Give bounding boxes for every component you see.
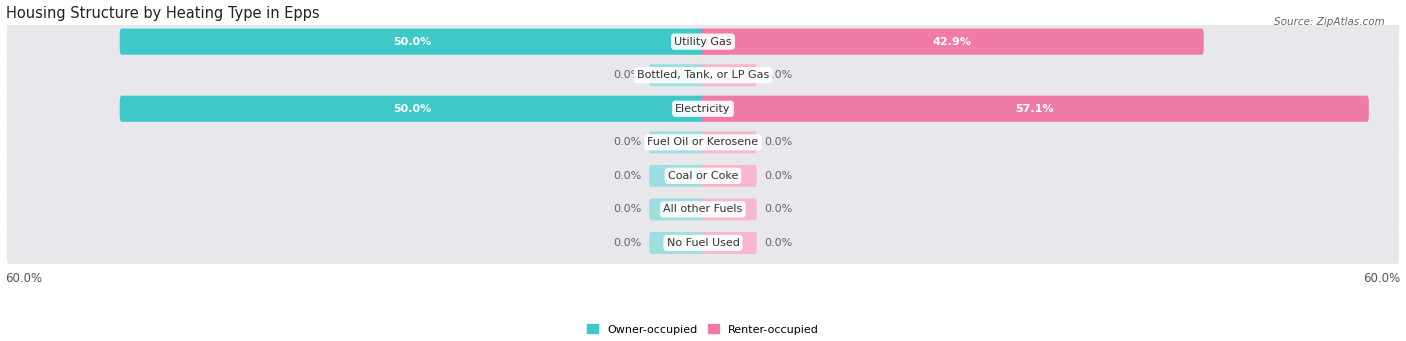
FancyBboxPatch shape	[702, 165, 756, 187]
Text: 0.0%: 0.0%	[613, 238, 641, 248]
Text: 0.0%: 0.0%	[765, 70, 793, 80]
FancyBboxPatch shape	[7, 222, 1399, 264]
Text: 0.0%: 0.0%	[765, 171, 793, 181]
Text: 60.0%: 60.0%	[1364, 272, 1400, 285]
Text: 0.0%: 0.0%	[765, 238, 793, 248]
FancyBboxPatch shape	[7, 20, 1399, 63]
Text: 57.1%: 57.1%	[1015, 104, 1054, 114]
FancyBboxPatch shape	[120, 29, 704, 55]
Text: Housing Structure by Heating Type in Epps: Housing Structure by Heating Type in Epp…	[6, 5, 319, 20]
FancyBboxPatch shape	[650, 232, 704, 254]
Text: Coal or Coke: Coal or Coke	[668, 171, 738, 181]
Text: 0.0%: 0.0%	[613, 70, 641, 80]
FancyBboxPatch shape	[650, 165, 704, 187]
FancyBboxPatch shape	[650, 131, 704, 153]
Text: 0.0%: 0.0%	[765, 204, 793, 214]
Text: Fuel Oil or Kerosene: Fuel Oil or Kerosene	[647, 137, 759, 147]
Text: No Fuel Used: No Fuel Used	[666, 238, 740, 248]
Legend: Owner-occupied, Renter-occupied: Owner-occupied, Renter-occupied	[586, 324, 820, 335]
FancyBboxPatch shape	[702, 96, 1369, 122]
Text: Utility Gas: Utility Gas	[675, 36, 731, 47]
Text: 60.0%: 60.0%	[6, 272, 42, 285]
FancyBboxPatch shape	[7, 155, 1399, 197]
FancyBboxPatch shape	[7, 54, 1399, 97]
Text: 42.9%: 42.9%	[934, 36, 972, 47]
Text: All other Fuels: All other Fuels	[664, 204, 742, 214]
FancyBboxPatch shape	[702, 29, 1204, 55]
FancyBboxPatch shape	[7, 88, 1399, 130]
Text: Electricity: Electricity	[675, 104, 731, 114]
FancyBboxPatch shape	[120, 96, 704, 122]
FancyBboxPatch shape	[702, 198, 756, 220]
FancyBboxPatch shape	[702, 64, 756, 86]
FancyBboxPatch shape	[702, 131, 756, 153]
Text: 0.0%: 0.0%	[613, 171, 641, 181]
FancyBboxPatch shape	[7, 188, 1399, 231]
Text: Bottled, Tank, or LP Gas: Bottled, Tank, or LP Gas	[637, 70, 769, 80]
FancyBboxPatch shape	[650, 64, 704, 86]
FancyBboxPatch shape	[650, 198, 704, 220]
Text: 50.0%: 50.0%	[394, 36, 432, 47]
FancyBboxPatch shape	[702, 232, 756, 254]
Text: Source: ZipAtlas.com: Source: ZipAtlas.com	[1274, 17, 1385, 27]
FancyBboxPatch shape	[7, 121, 1399, 163]
Text: 0.0%: 0.0%	[765, 137, 793, 147]
Text: 0.0%: 0.0%	[613, 137, 641, 147]
Text: 50.0%: 50.0%	[394, 104, 432, 114]
Text: 0.0%: 0.0%	[613, 204, 641, 214]
